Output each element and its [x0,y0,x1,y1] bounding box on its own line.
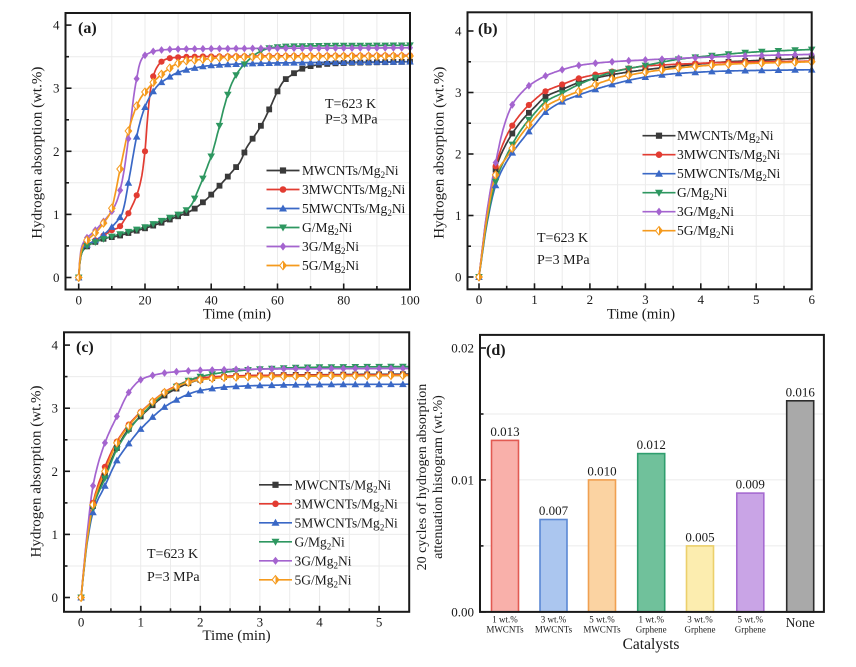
svg-text:5: 5 [753,292,760,307]
svg-text:P=3 MPa: P=3 MPa [325,113,378,128]
svg-text:MWCNTs: MWCNTs [535,625,573,635]
svg-text:T=623 K: T=623 K [147,547,198,562]
svg-text:(d): (d) [486,342,506,359]
svg-text:3G/Mg2Ni: 3G/Mg2Ni [677,204,734,221]
svg-text:(c): (c) [76,339,94,356]
svg-text:5: 5 [376,615,383,630]
svg-text:3G/Mg2Ni: 3G/Mg2Ni [295,553,352,570]
svg-text:5MWCNTs/Mg2Ni: 5MWCNTs/Mg2Ni [677,166,781,183]
svg-text:3MWCNTs/Mg2Ni: 3MWCNTs/Mg2Ni [302,182,406,199]
svg-text:5G/Mg2Ni: 5G/Mg2Ni [677,223,734,240]
svg-text:4: 4 [316,615,323,630]
svg-text:Time (min): Time (min) [607,306,675,322]
svg-text:Time (min): Time (min) [202,628,270,644]
svg-text:40: 40 [205,292,218,307]
svg-text:MWCNTs: MWCNTs [583,625,621,635]
svg-text:Grphene: Grphene [685,625,716,635]
svg-text:3: 3 [53,81,60,96]
svg-text:Hydrogen absorption (wt.%): Hydrogen absorption (wt.%) [29,385,45,557]
svg-text:0: 0 [455,270,462,285]
svg-text:4: 4 [698,292,705,307]
svg-text:80: 80 [337,292,350,307]
svg-text:20 cycles of hydrogen absorpti: 20 cycles of hydrogen absorption [415,384,430,571]
svg-text:2: 2 [53,144,60,159]
svg-text:0.02: 0.02 [451,341,474,356]
svg-text:1: 1 [137,615,144,630]
svg-text:Catalysts: Catalysts [623,636,680,653]
svg-text:0.005: 0.005 [685,529,714,544]
svg-text:6: 6 [808,292,815,307]
svg-text:0: 0 [75,292,82,307]
svg-text:(b): (b) [478,21,498,38]
svg-text:Time (min): Time (min) [203,306,271,322]
svg-text:0.01: 0.01 [451,472,474,487]
svg-text:1: 1 [531,292,538,307]
svg-text:1 wt.%: 1 wt.% [492,615,518,625]
svg-text:G/Mg2Ni: G/Mg2Ni [295,534,346,551]
svg-text:5G/Mg2Ni: 5G/Mg2Ni [295,572,352,589]
svg-text:0: 0 [53,270,60,285]
svg-text:5MWCNTs/Mg2Ni: 5MWCNTs/Mg2Ni [295,515,399,532]
svg-text:20: 20 [139,292,152,307]
svg-text:0.00: 0.00 [451,604,474,619]
svg-text:Grphene: Grphene [636,625,667,635]
svg-text:0.010: 0.010 [587,463,616,478]
svg-text:Grphene: Grphene [735,625,766,635]
svg-text:MWCNTs/Mg2Ni: MWCNTs/Mg2Ni [302,163,399,180]
svg-text:P=3 MPa: P=3 MPa [147,570,200,585]
svg-text:attenuation histogram (wt.%): attenuation histogram (wt.%) [431,395,446,559]
svg-text:4: 4 [455,24,462,39]
svg-text:100: 100 [400,292,420,307]
svg-text:0.007: 0.007 [539,503,569,518]
svg-text:MWCNTs/Mg2Ni: MWCNTs/Mg2Ni [677,128,774,145]
svg-text:2: 2 [52,464,59,479]
svg-text:2: 2 [587,292,594,307]
svg-text:Hydrogen absorption (wt.%): Hydrogen absorption (wt.%) [432,67,448,239]
svg-text:0.016: 0.016 [786,384,816,399]
svg-text:4: 4 [53,18,60,33]
svg-text:T=623 K: T=623 K [537,231,588,246]
svg-text:1: 1 [53,207,60,222]
svg-text:0.009: 0.009 [736,477,765,492]
svg-text:5G/Mg2Ni: 5G/Mg2Ni [302,258,359,275]
svg-text:5 wt.%: 5 wt.% [738,615,764,625]
svg-text:3: 3 [257,615,264,630]
svg-text:None: None [786,615,815,630]
svg-text:3: 3 [52,401,59,416]
svg-text:5MWCNTs/Mg2Ni: 5MWCNTs/Mg2Ni [302,201,406,218]
svg-text:3MWCNTs/Mg2Ni: 3MWCNTs/Mg2Ni [677,147,781,164]
svg-text:3: 3 [455,85,462,100]
svg-text:G/Mg2Ni: G/Mg2Ni [677,185,728,202]
svg-text:2: 2 [455,147,462,162]
svg-text:5 wt.%: 5 wt.% [589,615,615,625]
svg-text:0: 0 [52,590,59,605]
svg-text:3: 3 [642,292,649,307]
svg-text:1 wt.%: 1 wt.% [638,615,664,625]
svg-text:G/Mg2Ni: G/Mg2Ni [302,220,353,237]
svg-text:3 wt.%: 3 wt.% [541,615,567,625]
svg-text:3MWCNTs/Mg2Ni: 3MWCNTs/Mg2Ni [295,496,399,513]
svg-text:0.012: 0.012 [637,437,666,452]
svg-text:3G/Mg2Ni: 3G/Mg2Ni [302,239,359,256]
svg-text:1: 1 [52,527,59,542]
svg-text:MWCNTs: MWCNTs [486,625,524,635]
svg-text:60: 60 [271,292,284,307]
svg-text:0: 0 [78,615,85,630]
svg-text:MWCNTs/Mg2Ni: MWCNTs/Mg2Ni [295,477,392,494]
svg-text:(a): (a) [78,20,97,37]
svg-text:2: 2 [197,615,204,630]
svg-text:P=3 MPa: P=3 MPa [537,253,590,268]
svg-text:0.013: 0.013 [490,424,519,439]
svg-text:0: 0 [476,292,483,307]
svg-text:3 wt.%: 3 wt.% [687,615,713,625]
svg-text:T=623 K: T=623 K [325,97,376,112]
svg-text:4: 4 [52,338,59,353]
svg-text:Hydrogen absorption (wt.%): Hydrogen absorption (wt.%) [30,67,46,239]
svg-text:1: 1 [455,208,462,223]
